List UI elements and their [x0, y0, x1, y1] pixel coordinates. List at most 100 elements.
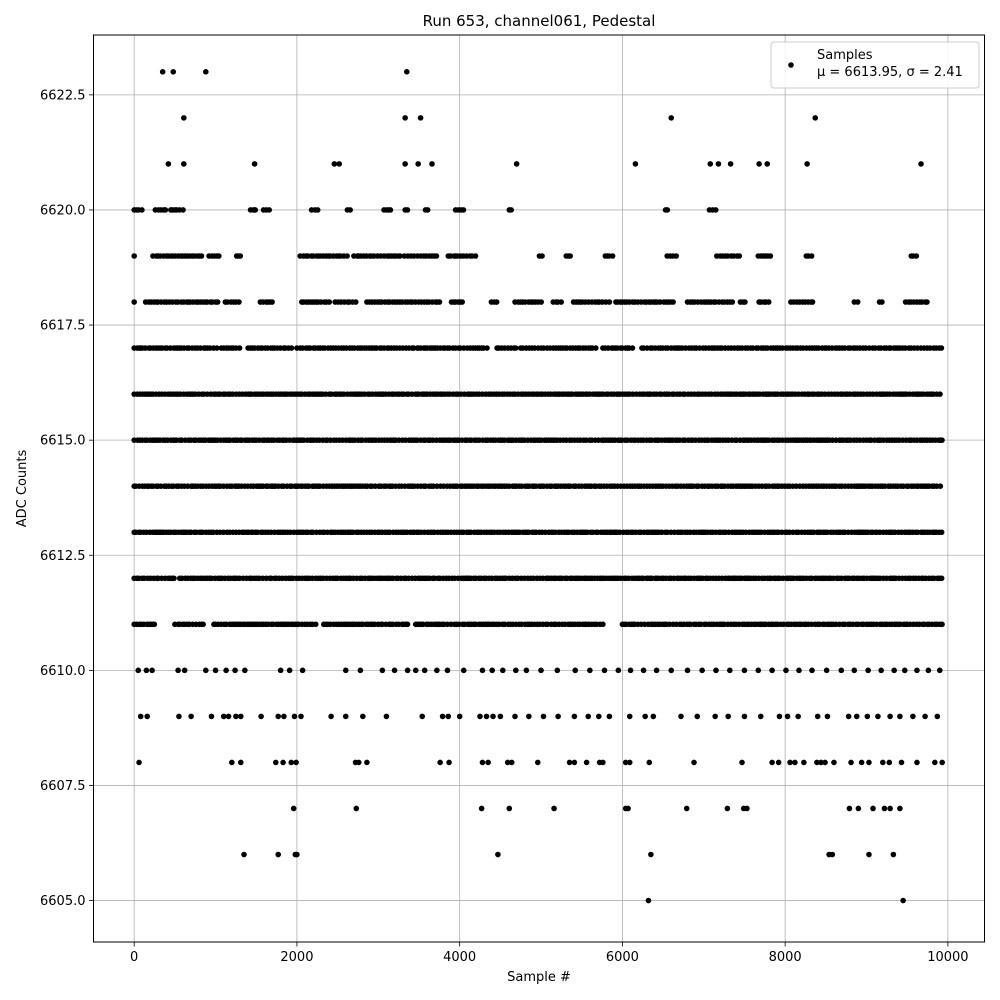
data-point — [601, 667, 608, 674]
legend: Samples μ = 6613.95, σ = 2.41 — [770, 41, 980, 89]
data-point — [653, 667, 660, 674]
data-point — [291, 713, 298, 720]
data-point — [336, 161, 343, 167]
data-point — [326, 299, 333, 305]
data-point — [924, 299, 930, 305]
data-point — [220, 713, 227, 720]
data-point — [444, 667, 451, 674]
data-point — [294, 851, 300, 858]
data-point — [769, 667, 775, 674]
data-point — [489, 667, 496, 674]
data-point — [851, 667, 858, 674]
y-axis-label: ADC Counts — [15, 450, 30, 528]
data-point — [812, 115, 819, 121]
data-point — [829, 851, 836, 858]
data-point — [415, 161, 421, 167]
data-point — [866, 851, 872, 858]
data-point — [757, 713, 764, 720]
data-point — [456, 713, 463, 720]
data-point — [508, 207, 514, 213]
data-point — [504, 759, 511, 766]
data-point — [668, 115, 675, 121]
data-point — [879, 299, 885, 305]
data-point — [901, 667, 908, 674]
data-point — [391, 667, 398, 674]
chart-title: Run 653, channel061, Pedestal — [423, 12, 656, 30]
data-point — [347, 207, 353, 213]
data-point — [236, 345, 243, 351]
data-point — [229, 759, 235, 766]
data-point — [937, 483, 944, 490]
data-point — [764, 161, 771, 167]
data-point — [900, 897, 906, 904]
data-point — [585, 713, 592, 720]
x-axis-label: Sample # — [507, 970, 571, 985]
data-point — [237, 713, 244, 720]
data-point — [344, 253, 350, 259]
data-point — [925, 667, 932, 674]
data-point — [144, 713, 150, 720]
data-point — [170, 69, 177, 75]
data-point — [814, 759, 820, 766]
data-point — [755, 667, 762, 674]
y-axis-ticks: 6605.0 6607.5 6610.0 6612.5 6615.0 6617.5 6620… — [40, 88, 94, 909]
data-point — [436, 299, 443, 305]
data-point — [269, 299, 275, 305]
data-point — [626, 713, 633, 720]
data-point — [290, 805, 297, 812]
data-point — [404, 207, 411, 213]
data-point — [387, 207, 394, 213]
data-point — [865, 667, 871, 674]
data-point — [364, 759, 370, 766]
data-point — [938, 575, 945, 582]
data-point — [713, 667, 719, 674]
data-point — [214, 345, 220, 351]
data-point — [497, 713, 504, 720]
data-point — [437, 759, 443, 766]
data-point — [403, 69, 410, 75]
data-point — [280, 759, 286, 766]
data-point — [298, 713, 304, 720]
data-point — [513, 161, 520, 167]
data-point — [866, 759, 872, 766]
y-tick-label: 6617.5 — [40, 319, 86, 334]
data-point — [792, 759, 798, 766]
data-point — [445, 713, 452, 720]
data-point — [404, 621, 411, 628]
data-point — [629, 345, 636, 351]
data-point — [383, 713, 390, 720]
legend-box — [770, 41, 980, 89]
data-point — [419, 713, 426, 720]
data-point — [632, 161, 639, 167]
data-point — [572, 667, 579, 674]
data-point — [355, 759, 362, 766]
data-point — [328, 713, 334, 720]
data-point — [668, 667, 675, 674]
data-point — [853, 713, 860, 720]
data-point — [495, 851, 501, 858]
data-point — [729, 299, 736, 305]
data-point — [691, 759, 697, 766]
data-point — [402, 161, 408, 167]
data-point — [938, 529, 945, 536]
data-point — [831, 759, 837, 766]
data-point — [554, 667, 561, 674]
data-point — [784, 713, 791, 720]
data-point — [360, 713, 366, 720]
data-point — [404, 667, 411, 674]
data-point — [796, 667, 802, 674]
data-point — [232, 667, 238, 674]
data-point — [352, 299, 359, 305]
data-point — [937, 391, 943, 397]
data-point — [938, 345, 945, 351]
data-point — [897, 713, 903, 720]
data-point — [353, 805, 360, 812]
data-point — [312, 621, 319, 628]
data-point — [149, 667, 155, 674]
data-point — [725, 713, 731, 720]
data-point — [890, 851, 897, 858]
data-point — [508, 759, 515, 766]
data-point — [583, 759, 590, 766]
data-point — [558, 299, 565, 305]
data-point — [756, 161, 762, 167]
